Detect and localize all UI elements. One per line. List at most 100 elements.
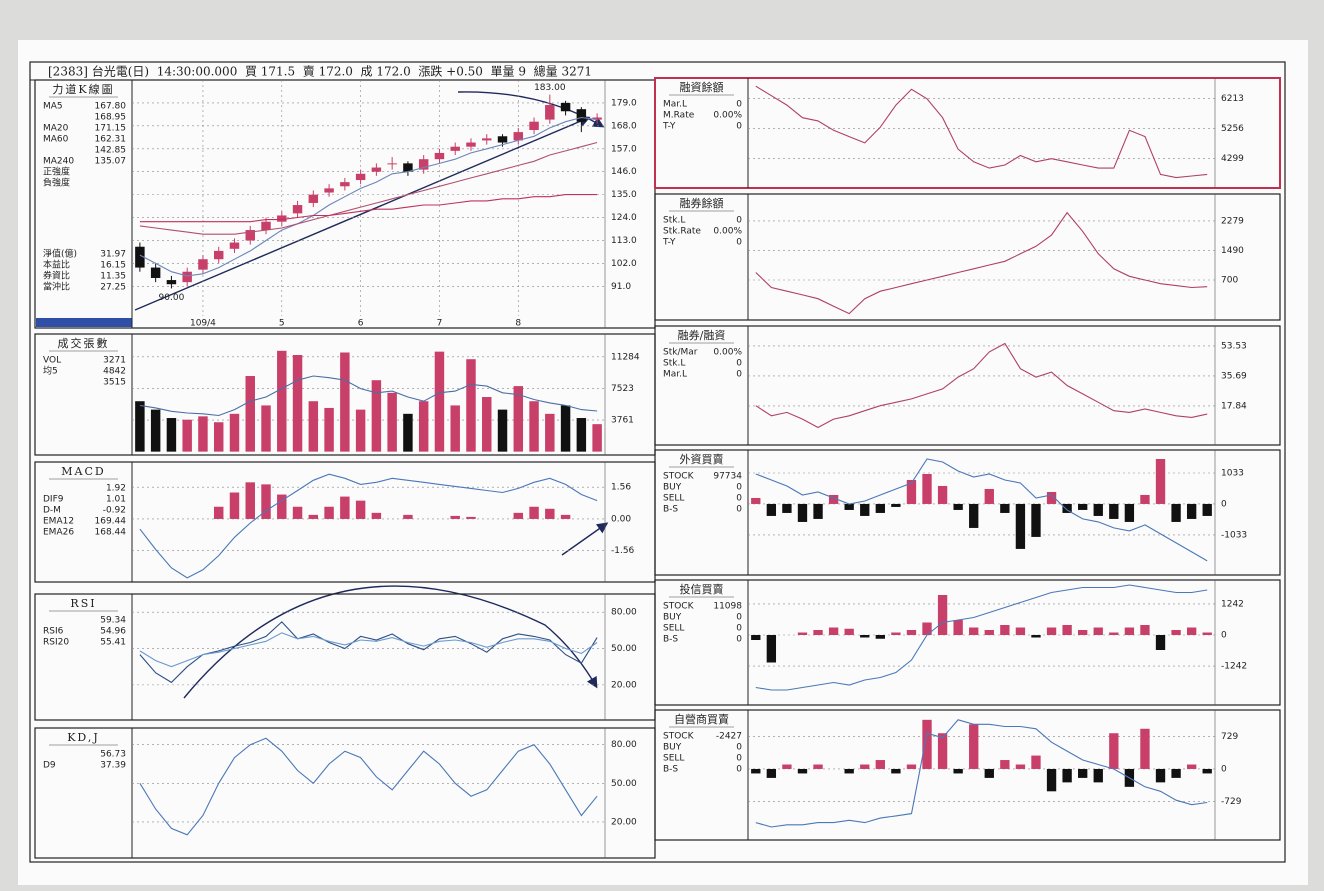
y-tick-label: 102.0 [611, 259, 637, 269]
bar [545, 508, 555, 519]
info-name: MA20 [43, 124, 69, 134]
bar [1062, 768, 1072, 783]
candle-body [418, 159, 429, 170]
bar [891, 768, 901, 774]
y-tick-label: 700 [1221, 275, 1238, 285]
info-name: SELL [663, 754, 684, 764]
info-name: BUY [663, 483, 682, 493]
bar [1109, 632, 1119, 635]
bar [403, 514, 413, 519]
panel-frame [654, 77, 1281, 189]
y-tick-label: -1242 [1221, 662, 1247, 672]
info-value: 0.00% [713, 227, 742, 237]
candle-body [277, 215, 287, 222]
info-name: BUY [663, 613, 682, 623]
bar [387, 392, 397, 452]
info-name: DIF9 [43, 495, 64, 505]
bar [813, 764, 823, 769]
bar [1015, 627, 1026, 635]
candle-body [229, 242, 240, 249]
bar [797, 632, 808, 635]
bar [1000, 625, 1010, 635]
panel-title: 融券/融資 [678, 328, 726, 342]
candle-body [560, 102, 571, 112]
bar [860, 503, 870, 516]
info-value: 59.34 [100, 616, 126, 626]
bar [450, 515, 460, 519]
series-line [139, 116, 598, 277]
info-value: 37.39 [100, 761, 126, 771]
bar [984, 630, 994, 635]
candle-body [513, 132, 524, 141]
bar [1140, 625, 1150, 635]
candle-body [592, 117, 602, 120]
panel-title: 成交張數 [58, 336, 110, 350]
info-name: B-S [663, 765, 678, 775]
bar [844, 503, 854, 510]
bar [229, 492, 240, 519]
candle-body [466, 142, 476, 147]
series-line [139, 194, 598, 223]
info-value: 171.15 [95, 124, 127, 134]
header: [2383] 台光電(日) 14:30:00.000 買 171.5 賣 172… [48, 64, 592, 79]
panel-title: 自營商買賣 [674, 712, 729, 726]
info-name: 淨值(億) [43, 248, 77, 260]
bar [1031, 503, 1041, 537]
info-value: 0 [736, 216, 742, 226]
info-value: 0 [736, 505, 742, 515]
bar [969, 503, 979, 528]
bar [261, 484, 271, 519]
bar [135, 401, 145, 452]
bar [1109, 503, 1119, 519]
bar [1186, 503, 1197, 519]
bar [229, 413, 240, 452]
y-tick-label: 1033 [1221, 468, 1244, 478]
bar [371, 512, 382, 519]
bar [782, 503, 792, 513]
candle-body [308, 194, 319, 203]
y-tick-label: 80.00 [611, 608, 637, 618]
bar [355, 500, 366, 519]
info-name: 均5 [43, 365, 58, 377]
y-tick-label: 35.69 [1221, 371, 1247, 381]
bar [1124, 503, 1135, 522]
candle-body [166, 280, 177, 285]
info-name: Mar.L [663, 100, 687, 110]
low-label: 90.00 [159, 293, 185, 303]
x-tick-label: 6 [358, 319, 364, 329]
bar [1093, 768, 1103, 783]
info-value: 97734 [713, 472, 742, 482]
bar [828, 627, 839, 635]
bar [766, 768, 777, 778]
trend-arc [183, 585, 598, 699]
bar [813, 503, 823, 519]
info-value: 27.25 [100, 283, 126, 293]
info-value: 0 [736, 494, 742, 504]
series-line [755, 584, 1208, 691]
info-value: 0 [736, 624, 742, 634]
bar [560, 514, 571, 519]
trend-arrow [561, 522, 609, 556]
y-tick-label: 1.56 [611, 483, 631, 493]
bar [403, 413, 413, 452]
info-name: Stk.Rate [663, 227, 701, 237]
candle-body [213, 250, 224, 260]
bar [261, 405, 271, 452]
bar [922, 719, 932, 769]
candle-body [434, 152, 445, 160]
info-name: VOL [43, 356, 61, 366]
y-tick-label: 7523 [611, 384, 634, 394]
bar [1046, 768, 1057, 792]
candle-body [371, 167, 382, 172]
y-tick-label: 20.00 [611, 817, 637, 827]
candle-body [182, 271, 192, 283]
bar [576, 418, 587, 452]
bar [1202, 503, 1212, 516]
bar [766, 503, 777, 516]
panel-title: 力道K線圖 [52, 82, 114, 96]
info-value: 31.97 [100, 250, 126, 260]
candle-body [482, 138, 492, 141]
bar [953, 768, 963, 774]
bar [1155, 635, 1166, 650]
candle-body [545, 105, 555, 120]
